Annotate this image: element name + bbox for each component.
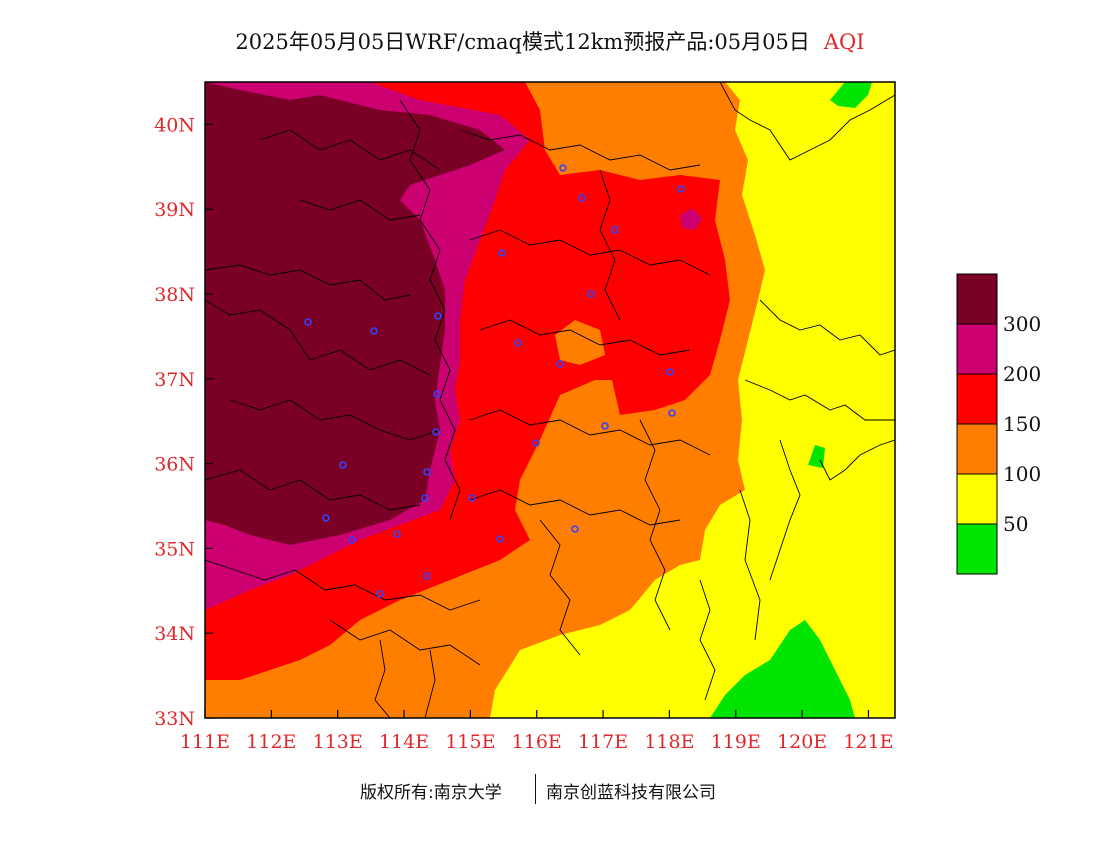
map-title: 2025年05月05日WRF/cmaq模式12km预报产品:05月05日 AQI: [0, 26, 1100, 56]
lat-tick-label: 35N: [154, 538, 195, 560]
legend-label: 150: [1003, 412, 1041, 436]
copyright-text: 版权所有:南京大学: [360, 783, 502, 803]
map-frame: [204, 81, 896, 719]
boundary-lines: [205, 82, 895, 718]
legend-label: 50: [1003, 512, 1028, 536]
orange-patch-inner: [555, 320, 605, 365]
title-variable: AQI: [823, 30, 865, 54]
green-patch-south: [710, 620, 855, 718]
legend-label: 300: [1003, 312, 1041, 336]
footer-separator: [535, 774, 536, 804]
city-markers: [304, 164, 685, 598]
lon-tick-label: 121E: [843, 731, 893, 753]
lat-tick-label: 40N: [154, 114, 195, 136]
company-text: 南京创蓝科技有限公司: [546, 783, 716, 803]
legend-swatch: [956, 373, 998, 425]
lon-tick-label: 117E: [578, 731, 628, 753]
legend-swatch: [956, 523, 998, 575]
green-patch-north: [830, 82, 872, 108]
lat-tick-label: 34N: [154, 623, 195, 645]
title-main: 2025年05月05日WRF/cmaq模式12km预报产品:05月05日: [235, 30, 810, 54]
aqi-field: [205, 82, 895, 718]
lat-tick-label: 33N: [154, 708, 195, 730]
legend-swatch: [956, 273, 998, 325]
lat-tick-label: 38N: [154, 284, 195, 306]
legend-swatch: [956, 323, 998, 375]
legend-label: 200: [1003, 362, 1041, 386]
legend-swatch: [956, 473, 998, 525]
lon-tick-label: 118E: [644, 731, 694, 753]
magenta-patch-east: [680, 208, 702, 230]
legend-label: 100: [1003, 462, 1041, 486]
lon-tick-label: 120E: [777, 731, 827, 753]
lon-tick-label: 111E: [180, 731, 230, 753]
lon-tick-label: 112E: [246, 731, 296, 753]
lon-tick-label: 114E: [379, 731, 429, 753]
aqi-band-300: [205, 82, 505, 545]
lon-tick-label: 113E: [313, 731, 363, 753]
lon-tick-label: 119E: [711, 731, 761, 753]
lon-tick-label: 115E: [445, 731, 495, 753]
legend-swatch: [956, 423, 998, 475]
lon-tick-label: 116E: [512, 731, 562, 753]
aqi-legend: 300 200 150 100 50: [956, 273, 1041, 575]
lat-tick-label: 37N: [154, 369, 195, 391]
lat-tick-label: 39N: [154, 199, 195, 221]
axis-ticks: 111E 112E 113E 114E 115E 116E 117E 118E 119E 120E…: [154, 114, 893, 753]
lat-tick-label: 36N: [154, 454, 195, 476]
